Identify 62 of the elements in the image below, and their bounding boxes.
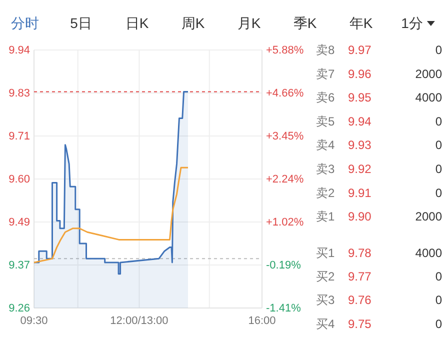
text: 9.91 [348,186,372,200]
x-tick-label: 09:30 [20,314,48,327]
text: 9.97 [348,43,372,57]
y-tick-label: 9.37 [8,260,30,272]
text: 9.78 [348,246,372,260]
y-tick-label: 9.49 [8,216,30,229]
x-tick-label: 16:00 [248,314,276,327]
text: 9.94 [348,114,372,128]
text: 买1 [316,246,335,260]
text: 0 [435,186,442,200]
text: 1分 [401,15,423,31]
y-tick-label: 9.94 [8,44,30,57]
y2-tick-label: +4.66% [266,88,304,100]
x-tick-label: 12:00/13:00 [110,314,168,327]
y2-tick-label: +3.45% [266,130,304,143]
text: 9.92 [348,162,372,176]
text: 卖8 [316,43,335,57]
text: 9.90 [348,210,372,224]
text: 卖4 [316,138,335,152]
text: 买4 [316,316,335,331]
text: 分时 [11,15,39,31]
text: 卖5 [316,114,335,128]
text: 0 [435,293,442,308]
y2-tick-label: -0.19% [266,259,302,272]
text: 买2 [316,270,335,284]
text: 2000 [415,66,442,81]
text: 卖6 [316,90,335,105]
text: 0 [435,138,442,152]
y2-tick-label: -1.41% [266,302,302,315]
text: 2000 [415,210,442,224]
y-tick-label: 9.83 [8,88,30,100]
y2-tick-label: +2.24% [266,173,304,186]
text: 4000 [415,246,442,260]
text: 买3 [316,293,335,308]
text: 0 [435,270,442,284]
y2-tick-label: +5.88% [266,44,304,57]
text: 9.77 [348,270,372,284]
text: 年K [349,15,374,31]
y-tick-label: 9.26 [8,302,30,315]
text: 卖2 [316,186,335,200]
y-tick-label: 9.71 [8,130,30,143]
text: 月K [237,15,262,31]
text: 卖1 [316,210,335,224]
text: 4000 [415,90,442,105]
text: 0 [435,114,442,128]
text: 0 [435,43,442,57]
text: 9.76 [348,293,372,308]
y2-tick-label: +1.02% [266,216,304,229]
text: 9.95 [348,90,372,105]
text: 9.75 [348,316,372,331]
text: 卖3 [316,162,335,176]
text: 季K [293,15,318,31]
text: 日K [125,15,150,31]
text: 9.93 [348,138,372,152]
line-series [33,166,189,264]
text: 0 [435,162,442,176]
text: 5日 [70,15,92,31]
text: 0 [435,316,442,331]
text: 卖7 [316,66,335,81]
y-tick-label: 9.60 [8,174,30,186]
text: 9.96 [348,66,372,81]
text: 周K [181,15,206,31]
